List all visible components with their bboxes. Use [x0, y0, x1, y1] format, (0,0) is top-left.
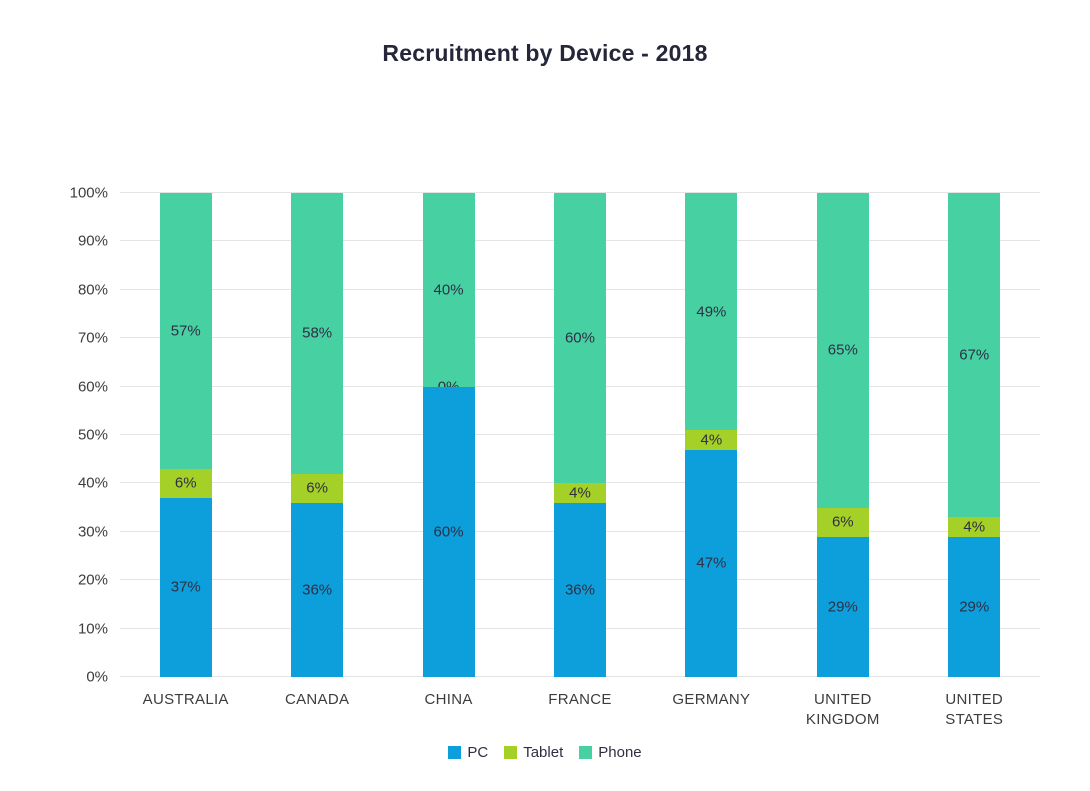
- stacked-bar-united-kingdom: 65% 6% 29%: [816, 193, 869, 677]
- x-tick: UNITED STATES: [909, 690, 1040, 731]
- bar-value-label: 60%: [564, 329, 595, 347]
- bar-segment-tablet: 4%: [685, 430, 738, 450]
- legend-label: Phone: [598, 744, 642, 761]
- bar-segment-tablet: 6%: [159, 468, 212, 498]
- x-tick-label: CHINA: [424, 691, 473, 708]
- legend-label: PC: [467, 744, 489, 761]
- x-tick-label: UNITED STATES: [945, 691, 1004, 729]
- x-tick: UNITED KINGDOM: [777, 690, 908, 731]
- bar-value-label: 40%: [433, 281, 464, 299]
- bar-value-label: 6%: [831, 513, 854, 531]
- bar-segment-pc: 36%: [553, 502, 606, 677]
- bar-segment-phone: 57%: [159, 193, 212, 469]
- bar-column: 40%0%60%: [383, 193, 514, 677]
- legend-item-tablet: Tablet: [504, 744, 563, 761]
- x-tick: GERMANY: [646, 690, 777, 731]
- y-tick-label: 20%: [77, 571, 108, 589]
- bar-column: 67% 4% 29%: [909, 193, 1040, 677]
- x-tick: AUSTRALIA: [120, 690, 251, 731]
- stacked-bar-germany: 49% 4% 47%: [685, 193, 738, 677]
- bar-column: 57% 6% 37%: [120, 193, 251, 677]
- bar-value-label: 57%: [170, 322, 201, 340]
- bar-value-label: 4%: [700, 431, 723, 449]
- x-tick-label: AUSTRALIA: [142, 691, 229, 708]
- legend-swatch: [448, 746, 462, 759]
- bars-layer: 57%6%37%58%6%36%40%0%60%60%4%36%49%4%47%…: [120, 193, 1040, 677]
- bar-column: 60% 4% 36%: [514, 193, 645, 677]
- bar-segment-phone: 60%: [553, 193, 606, 484]
- bar-value-label: 36%: [302, 581, 333, 599]
- bar-value-label: 29%: [827, 598, 858, 616]
- stacked-bar-france: 60% 4% 36%: [553, 193, 606, 677]
- bar-segment-phone: 49%: [685, 193, 738, 431]
- legend-swatch: [504, 746, 518, 759]
- y-tick-label: 80%: [77, 281, 108, 299]
- legend-item-phone: Phone: [579, 744, 642, 761]
- bar-value-label: 65%: [827, 341, 858, 359]
- x-tick-label: FRANCE: [548, 691, 612, 708]
- bar-segment-tablet: 4%: [948, 517, 1001, 537]
- legend: PC Tablet Phone: [0, 744, 1090, 761]
- stacked-bar-united-states: 67% 4% 29%: [948, 193, 1001, 677]
- y-tick-label: 100%: [69, 184, 108, 202]
- bar-value-label: 49%: [696, 303, 727, 321]
- bar-value-label: 4%: [569, 484, 591, 502]
- x-tick-label: GERMANY: [672, 691, 751, 708]
- stacked-bar-canada: 58% 6% 36%: [291, 193, 344, 677]
- bar-segment-tablet: 6%: [816, 507, 869, 537]
- bar-value-label: 6%: [174, 474, 197, 492]
- y-tick-label: 40%: [77, 474, 108, 492]
- bar-segment-pc: 29%: [948, 536, 1001, 677]
- bar-column: 58% 6% 36%: [251, 193, 382, 677]
- y-tick-label: 0%: [86, 668, 108, 686]
- legend-label: Tablet: [523, 744, 564, 761]
- y-tick-label: 60%: [77, 378, 108, 396]
- bar-segment-pc: 60%: [422, 386, 475, 677]
- y-tick-label: 10%: [77, 620, 108, 638]
- y-tick-label: 90%: [77, 232, 108, 250]
- bar-segment-pc: 47%: [685, 449, 738, 677]
- bar-segment-tablet: 4%: [553, 483, 606, 503]
- bar-segment-pc: 29%: [816, 536, 869, 677]
- bar-value-label: 37%: [170, 578, 201, 596]
- bar-value-label: 60%: [433, 523, 464, 541]
- bar-segment-phone: 67%: [948, 193, 1001, 518]
- legend-item-pc: PC: [448, 744, 488, 761]
- bar-segment-phone: 58%: [291, 193, 344, 474]
- plot-area: 0% 10% 20% 30% 40% 50% 60% 70% 80% 90% 100% 57% 6% 37…: [70, 185, 1040, 686]
- x-tick: CANADA: [251, 690, 382, 731]
- bar-segment-tablet: 6%: [291, 473, 344, 503]
- bar-segment-pc: 37%: [159, 497, 212, 677]
- bar-value-label: 4%: [963, 518, 986, 536]
- chart-title: Recruitment by Device - 2018: [382, 40, 708, 66]
- bar-column: 65% 6% 29%: [777, 193, 908, 677]
- x-tick-label: CANADA: [284, 691, 350, 708]
- x-axis: AUSTRALIA CANADA CHINA FRANCE GERMANY UNITED …: [120, 690, 1040, 731]
- bar-segment-pc: 36%: [291, 502, 344, 677]
- bar-value-label: 67%: [959, 346, 990, 364]
- bar-value-label: 58%: [302, 324, 333, 342]
- x-tick: FRANCE: [514, 690, 645, 731]
- legend-swatch: [579, 746, 593, 759]
- bar-segment-phone: 65%: [816, 193, 869, 508]
- y-tick-label: 50%: [77, 426, 108, 444]
- bar-value-label: 29%: [959, 598, 990, 616]
- y-tick-label: 70%: [77, 329, 108, 347]
- bar-value-label: 6%: [306, 479, 328, 497]
- bar-value-label: 47%: [696, 554, 727, 572]
- bar-column: 49% 4% 47%: [646, 193, 777, 677]
- bar-segment-phone: 40%: [422, 193, 475, 387]
- bar-value-label: 36%: [564, 581, 595, 599]
- x-tick-label: UNITED KINGDOM: [805, 691, 880, 729]
- stacked-bar-australia: 57% 6% 37%: [159, 193, 212, 677]
- x-tick: CHINA: [383, 690, 514, 731]
- stacked-bar-china: 40%0%60%: [422, 193, 475, 677]
- y-tick-label: 30%: [77, 523, 108, 541]
- gridline: [120, 192, 1040, 193]
